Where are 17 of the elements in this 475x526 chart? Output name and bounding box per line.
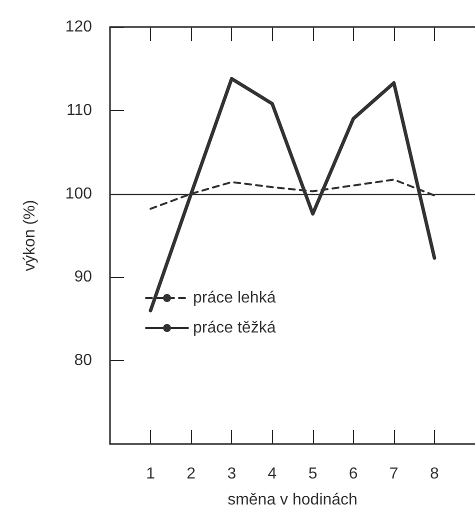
x-axis-title: směna v hodinách bbox=[228, 492, 358, 508]
x-tick-label: 8 bbox=[430, 466, 439, 482]
x-tick-label: 1 bbox=[146, 466, 156, 482]
y-axis-title: výkon (%) bbox=[22, 200, 38, 272]
legend-label: práce těžká bbox=[193, 320, 276, 336]
x-tick-label: 4 bbox=[268, 466, 277, 482]
y-tick-label: 110 bbox=[66, 102, 92, 119]
x-tick-label: 5 bbox=[308, 466, 318, 482]
x-tick-label: 7 bbox=[389, 466, 398, 482]
y-tick-label: 120 bbox=[65, 18, 92, 36]
legend-label: práce lehká bbox=[193, 290, 276, 306]
y-tick-label: 100 bbox=[65, 185, 92, 202]
x-tick-label: 3 bbox=[227, 466, 236, 482]
y-tick-label: 80 bbox=[74, 352, 92, 370]
x-tick-label: 2 bbox=[186, 466, 196, 482]
x-tick-label: 6 bbox=[348, 466, 358, 482]
y-tick-label: 90 bbox=[74, 268, 92, 286]
